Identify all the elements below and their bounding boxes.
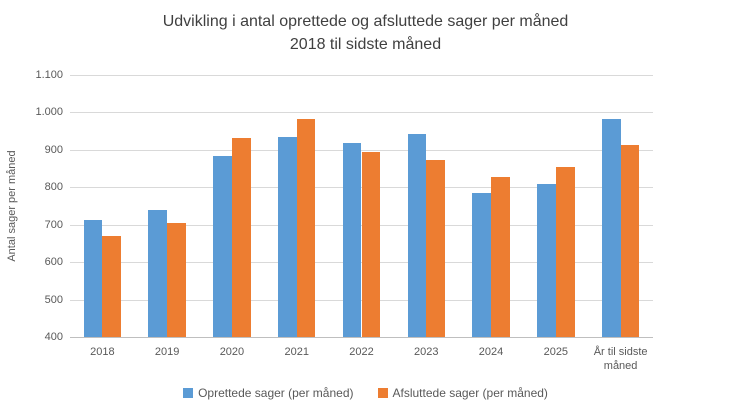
chart-title-line2: 2018 til sidste måned (289, 36, 442, 53)
bar-oprettede-2025 (537, 184, 556, 338)
legend-swatch-afsluttede (377, 388, 388, 398)
bar-afsluttede-2024 (491, 177, 510, 338)
bar-afsluttede-2020 (231, 138, 251, 338)
y-tick-label: 600 (44, 256, 63, 269)
bar-oprettede-2024 (472, 193, 492, 338)
bar-oprettede-2022 (342, 142, 362, 338)
x-axis-label: 2018 (90, 345, 115, 358)
grid-line (70, 112, 653, 114)
x-axis-label: 2022 (349, 345, 374, 358)
grid-line (70, 75, 653, 76)
grid-line (70, 337, 653, 338)
bar-oprettede-2023 (407, 134, 427, 338)
x-axis-label: År til sidste måned (593, 345, 648, 372)
chart-title-line1: Udvikling i antal oprettede og afslutted… (162, 13, 569, 30)
legend-swatch-oprettede (183, 388, 194, 398)
y-tick-label: 400 (44, 331, 63, 343)
legend-item-oprettede: Oprettede sager (per måned) (183, 386, 354, 400)
bar-afsluttede-2018 (102, 235, 122, 338)
legend: Oprettede sager (per måned) Afsluttede s… (0, 387, 731, 399)
bar-afsluttede-år-til-sidste-måned (620, 145, 640, 338)
legend-label-oprettede: Oprettede sager (per måned) (198, 386, 354, 400)
y-tick-label: 1.000 (35, 106, 63, 119)
x-axis-label: 2023 (414, 345, 439, 358)
grid-line (70, 149, 653, 151)
bar-oprettede-2018 (83, 219, 103, 338)
x-axis-label: 2025 (543, 345, 569, 358)
bar-afsluttede-2025 (555, 167, 575, 338)
y-tick-label: 1.100 (35, 69, 63, 81)
y-tick-label: 800 (44, 181, 63, 194)
y-tick-label: 900 (44, 143, 63, 156)
bar-oprettede-2020 (213, 155, 232, 338)
x-axis-label: 2020 (219, 345, 245, 358)
y-tick-label: 500 (44, 293, 63, 306)
bar-afsluttede-2023 (426, 159, 445, 338)
bar-afsluttede-2021 (296, 118, 316, 338)
bar-oprettede-2019 (148, 210, 168, 338)
bar-afsluttede-2022 (361, 152, 381, 338)
bar-oprettede-år-til-sidste-måned (601, 118, 621, 338)
chart-title: Udvikling i antal oprettede og afslutted… (0, 10, 731, 56)
x-axis-label: 2024 (478, 345, 504, 358)
legend-item-afsluttede: Afsluttede sager (per måned) (377, 386, 548, 400)
x-axis-label: 2019 (154, 345, 180, 358)
y-tick-label: 700 (44, 218, 63, 231)
x-axis-label: 2021 (284, 345, 309, 358)
legend-label-afsluttede: Afsluttede sager (per måned) (392, 386, 548, 400)
bar-afsluttede-2019 (167, 223, 186, 338)
bar-oprettede-2021 (278, 137, 297, 338)
